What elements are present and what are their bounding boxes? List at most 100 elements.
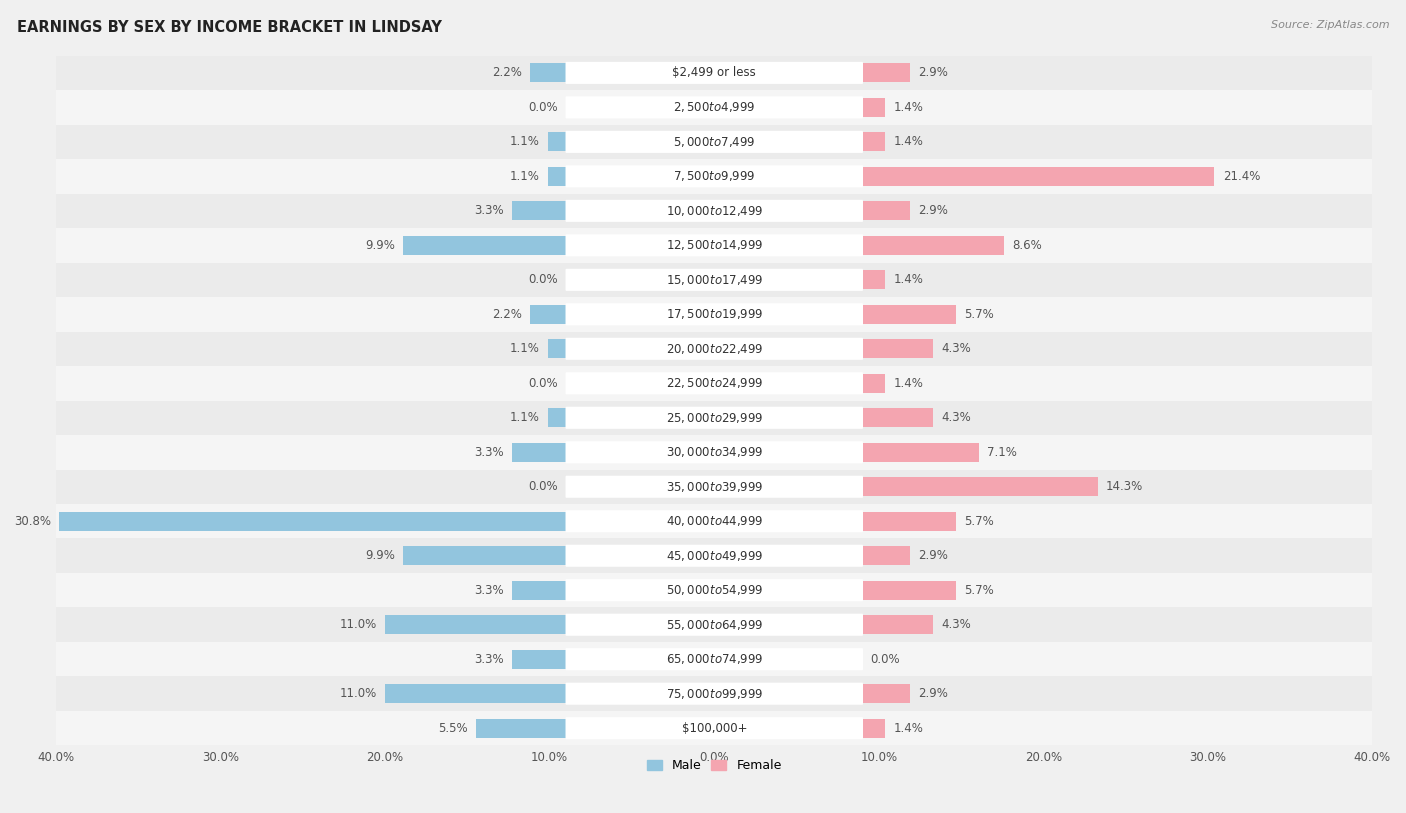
Text: 21.4%: 21.4% bbox=[1223, 170, 1260, 183]
Bar bbox=[404, 236, 567, 254]
Bar bbox=[512, 580, 567, 600]
Text: 1.4%: 1.4% bbox=[894, 101, 924, 114]
Bar bbox=[56, 470, 1372, 504]
Text: $22,500 to $24,999: $22,500 to $24,999 bbox=[665, 376, 763, 390]
FancyBboxPatch shape bbox=[565, 269, 863, 291]
Text: 5.7%: 5.7% bbox=[965, 584, 994, 597]
Bar bbox=[862, 443, 979, 462]
Text: 1.1%: 1.1% bbox=[510, 411, 540, 424]
Bar bbox=[512, 443, 567, 462]
Bar bbox=[56, 159, 1372, 193]
Bar bbox=[512, 202, 567, 220]
Text: 7.1%: 7.1% bbox=[987, 446, 1018, 459]
FancyBboxPatch shape bbox=[565, 200, 863, 222]
Bar bbox=[862, 615, 934, 634]
Text: $25,000 to $29,999: $25,000 to $29,999 bbox=[665, 411, 763, 424]
FancyBboxPatch shape bbox=[565, 511, 863, 533]
Bar bbox=[862, 98, 886, 117]
Text: 0.0%: 0.0% bbox=[529, 376, 558, 389]
Text: 1.1%: 1.1% bbox=[510, 136, 540, 148]
FancyBboxPatch shape bbox=[565, 476, 863, 498]
Text: 2.9%: 2.9% bbox=[918, 687, 948, 700]
Text: 2.9%: 2.9% bbox=[918, 550, 948, 563]
Bar bbox=[56, 193, 1372, 228]
FancyBboxPatch shape bbox=[565, 234, 863, 256]
Bar bbox=[862, 167, 1215, 186]
Text: 30.8%: 30.8% bbox=[14, 515, 51, 528]
FancyBboxPatch shape bbox=[565, 406, 863, 428]
Bar bbox=[548, 339, 567, 359]
Text: 1.4%: 1.4% bbox=[894, 376, 924, 389]
Bar bbox=[862, 719, 886, 737]
Bar bbox=[56, 332, 1372, 366]
Bar bbox=[862, 271, 886, 289]
Bar bbox=[56, 504, 1372, 538]
FancyBboxPatch shape bbox=[565, 545, 863, 567]
Text: $45,000 to $49,999: $45,000 to $49,999 bbox=[665, 549, 763, 563]
Bar bbox=[59, 511, 567, 531]
Text: 5.7%: 5.7% bbox=[965, 515, 994, 528]
FancyBboxPatch shape bbox=[565, 372, 863, 394]
Text: $55,000 to $64,999: $55,000 to $64,999 bbox=[665, 618, 763, 632]
Legend: Male, Female: Male, Female bbox=[641, 754, 787, 777]
Text: 11.0%: 11.0% bbox=[340, 687, 377, 700]
Bar bbox=[862, 685, 910, 703]
Text: 2.9%: 2.9% bbox=[918, 67, 948, 80]
Bar bbox=[56, 366, 1372, 401]
Text: 14.3%: 14.3% bbox=[1107, 480, 1143, 493]
FancyBboxPatch shape bbox=[565, 337, 863, 360]
Bar bbox=[56, 676, 1372, 711]
Bar bbox=[512, 650, 567, 668]
Bar bbox=[862, 477, 1098, 496]
Text: 1.1%: 1.1% bbox=[510, 170, 540, 183]
Text: 1.1%: 1.1% bbox=[510, 342, 540, 355]
Bar bbox=[862, 374, 886, 393]
Bar bbox=[862, 236, 1004, 254]
Bar bbox=[56, 607, 1372, 642]
Text: 2.2%: 2.2% bbox=[492, 67, 522, 80]
Text: $2,500 to $4,999: $2,500 to $4,999 bbox=[673, 100, 755, 115]
Bar bbox=[862, 546, 910, 565]
Bar bbox=[56, 711, 1372, 746]
Text: 3.3%: 3.3% bbox=[474, 584, 503, 597]
FancyBboxPatch shape bbox=[565, 165, 863, 188]
Bar bbox=[56, 573, 1372, 607]
Text: $20,000 to $22,499: $20,000 to $22,499 bbox=[665, 341, 763, 356]
Bar bbox=[862, 580, 956, 600]
FancyBboxPatch shape bbox=[565, 131, 863, 153]
Bar bbox=[56, 538, 1372, 573]
Text: $15,000 to $17,499: $15,000 to $17,499 bbox=[665, 273, 763, 287]
Bar bbox=[862, 202, 910, 220]
Bar bbox=[56, 228, 1372, 263]
Text: $50,000 to $54,999: $50,000 to $54,999 bbox=[665, 583, 763, 598]
Text: 9.9%: 9.9% bbox=[366, 239, 395, 252]
FancyBboxPatch shape bbox=[565, 303, 863, 325]
Text: 0.0%: 0.0% bbox=[529, 101, 558, 114]
Bar bbox=[548, 408, 567, 428]
Bar bbox=[548, 133, 567, 151]
Text: 11.0%: 11.0% bbox=[340, 618, 377, 631]
Text: $100,000+: $100,000+ bbox=[682, 722, 747, 735]
Text: 0.0%: 0.0% bbox=[529, 273, 558, 286]
Bar bbox=[385, 685, 567, 703]
Text: 1.4%: 1.4% bbox=[894, 722, 924, 735]
Bar bbox=[56, 297, 1372, 332]
Bar bbox=[862, 133, 886, 151]
Text: 4.3%: 4.3% bbox=[942, 342, 972, 355]
Text: 9.9%: 9.9% bbox=[366, 550, 395, 563]
Bar bbox=[56, 55, 1372, 90]
Bar bbox=[385, 615, 567, 634]
Text: $12,500 to $14,999: $12,500 to $14,999 bbox=[665, 238, 763, 252]
FancyBboxPatch shape bbox=[565, 717, 863, 739]
Bar bbox=[475, 719, 567, 737]
Bar bbox=[56, 90, 1372, 124]
Text: 3.3%: 3.3% bbox=[474, 446, 503, 459]
Text: $75,000 to $99,999: $75,000 to $99,999 bbox=[665, 687, 763, 701]
Text: EARNINGS BY SEX BY INCOME BRACKET IN LINDSAY: EARNINGS BY SEX BY INCOME BRACKET IN LIN… bbox=[17, 20, 441, 35]
Text: 3.3%: 3.3% bbox=[474, 653, 503, 666]
Bar bbox=[862, 305, 956, 324]
Bar bbox=[56, 435, 1372, 470]
Bar bbox=[548, 167, 567, 186]
FancyBboxPatch shape bbox=[565, 614, 863, 636]
Text: $7,500 to $9,999: $7,500 to $9,999 bbox=[673, 169, 755, 184]
